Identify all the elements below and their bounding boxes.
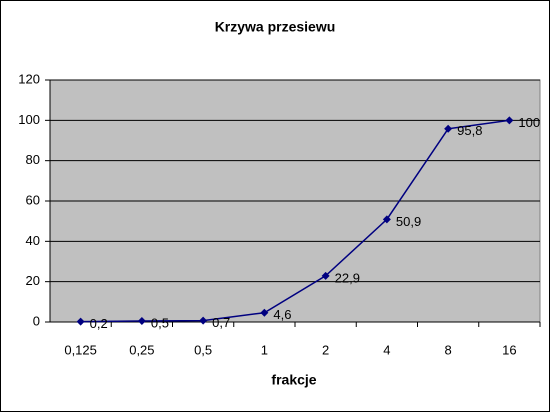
- data-label: 0,2: [90, 316, 108, 331]
- x-tick-label: 2: [322, 342, 329, 357]
- y-tick-label: 60: [26, 192, 40, 207]
- x-tick-label: 8: [445, 342, 452, 357]
- data-label: 4,6: [273, 307, 291, 322]
- x-tick-label: 0,125: [64, 342, 97, 357]
- data-point: [444, 124, 453, 133]
- data-label: 0,5: [151, 315, 169, 330]
- x-tick-label: 16: [502, 342, 516, 357]
- series-line: [80, 119, 510, 323]
- x-tick-label: 0,5: [194, 342, 212, 357]
- y-tick-label: 80: [26, 152, 40, 167]
- y-tick-label: 120: [18, 71, 40, 86]
- y-tick-label: 20: [26, 273, 40, 288]
- x-tick-label: 4: [383, 342, 390, 357]
- x-tick-label: 0,25: [129, 342, 154, 357]
- chart-title: Krzywa przesiewu: [215, 19, 336, 35]
- x-axis-title: frakcje: [271, 372, 316, 388]
- data-label: 0,7: [212, 315, 230, 330]
- data-label: 22,9: [335, 270, 360, 285]
- data-point: [321, 271, 330, 280]
- y-tick-label: 40: [26, 233, 40, 248]
- data-point: [137, 316, 146, 325]
- data-point: [505, 116, 514, 125]
- x-tick-label: 1: [261, 342, 268, 357]
- y-tick-label: 100: [18, 112, 40, 127]
- data-point: [199, 316, 208, 325]
- data-point: [260, 308, 269, 317]
- data-label: 50,9: [396, 214, 421, 229]
- data-point: [382, 215, 391, 224]
- y-tick-label: 0: [33, 313, 40, 328]
- data-label: 95,8: [457, 123, 482, 138]
- data-label: 100: [518, 115, 540, 130]
- data-point: [76, 317, 85, 326]
